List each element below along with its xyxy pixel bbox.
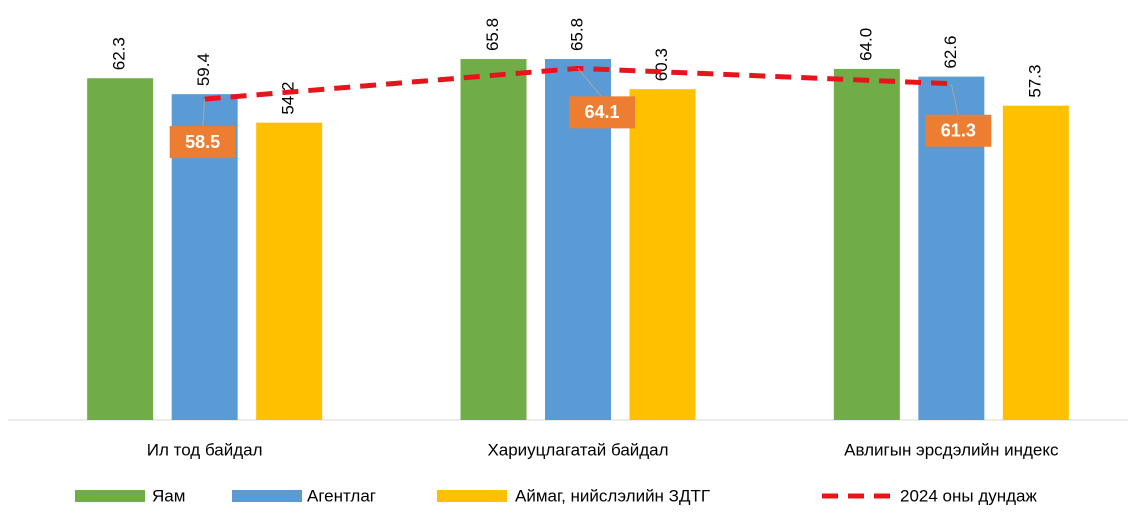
legend-label: 2024 оны дундаж	[900, 486, 1038, 505]
leader-line	[202, 99, 206, 128]
average-line	[204, 65, 952, 102]
data-label: 54.2	[279, 82, 298, 115]
data-label: 61.3	[941, 120, 976, 140]
data-label: 60.3	[652, 48, 671, 81]
data-label: 64.1	[584, 102, 619, 122]
data-label-box	[169, 126, 236, 159]
leader-line	[950, 83, 959, 116]
legend-swatch	[75, 490, 145, 502]
data-label-box	[569, 96, 635, 129]
data-label: 59.4	[194, 53, 213, 86]
data-label: 65.8	[567, 18, 586, 51]
x-tick-label: Ил тод байдал	[147, 440, 263, 459]
data-label: 58.5	[185, 132, 220, 152]
legend-label: Агентлаг	[307, 486, 376, 505]
data-label: 65.8	[483, 18, 502, 51]
bar	[1002, 105, 1069, 420]
leader-line	[577, 68, 603, 98]
data-label: 62.6	[941, 36, 960, 69]
data-label: 62.3	[110, 37, 129, 70]
bar	[629, 89, 696, 420]
legend-label: Аймаг, нийслэлийн ЗДТГ	[515, 486, 710, 505]
data-label: 64.0	[856, 28, 875, 61]
legend-swatch	[232, 490, 302, 502]
legend-swatch	[437, 490, 507, 502]
legend-label: Яам	[152, 486, 185, 505]
x-tick-label: Хариуцлагатай байдал	[487, 440, 668, 459]
data-label: 57.3	[1025, 65, 1044, 98]
bar	[87, 78, 154, 421]
bar	[460, 59, 527, 420]
x-tick-label: Авлигын эрсдэлийн индекс	[844, 440, 1059, 459]
bar	[256, 122, 323, 420]
data-label-box	[925, 114, 992, 147]
bar	[833, 68, 900, 421]
